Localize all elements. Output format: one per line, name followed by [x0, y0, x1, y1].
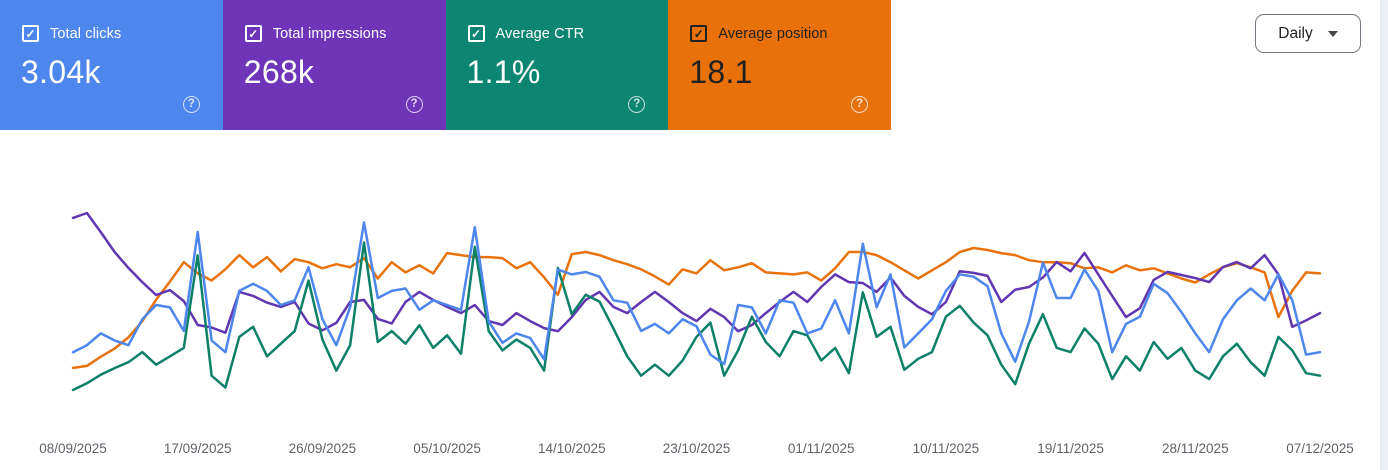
card-label: Total clicks	[50, 25, 122, 42]
series-line-0	[71, 221, 1322, 366]
card-value-average-ctr: 1.1%	[466, 54, 541, 90]
metric-cards: ✓ Total clicks 3.04k ? ✓ Total impressio…	[0, 0, 891, 130]
card-value-average-position: 18.1	[689, 54, 753, 90]
series-line-2	[71, 241, 1322, 392]
scrollbar-track[interactable]	[1380, 0, 1388, 470]
card-average-ctr[interactable]: ✓ Average CTR 1.1% ?	[445, 0, 669, 130]
series-line-1	[71, 211, 1322, 334]
checkbox-average-ctr[interactable]: ✓	[467, 25, 485, 42]
checkbox-total-impressions[interactable]: ✓	[244, 25, 262, 42]
card-label: Total impressions	[272, 25, 387, 42]
card-average-position[interactable]: ✓ Average position 18.1 ?	[668, 0, 891, 130]
series-line-3	[71, 246, 1322, 370]
help-icon[interactable]: ?	[851, 96, 868, 113]
checkbox-total-clicks[interactable]: ✓	[22, 25, 39, 42]
help-icon[interactable]: ?	[182, 96, 200, 113]
card-value-total-impressions: 268k	[243, 54, 315, 90]
date-granularity-dropdown[interactable]: Daily	[1255, 14, 1361, 53]
granularity-selected-label: Daily	[1278, 24, 1313, 42]
checkbox-average-position[interactable]: ✓	[690, 25, 708, 42]
chevron-down-icon	[1327, 30, 1338, 37]
card-label: Average CTR	[495, 25, 585, 42]
card-value-total-clicks: 3.04k	[21, 54, 101, 90]
card-total-impressions[interactable]: ✓ Total impressions 268k ?	[222, 0, 446, 130]
help-icon[interactable]: ?	[628, 96, 646, 113]
card-label: Average position	[718, 25, 828, 42]
card-total-clicks[interactable]: ✓ Total clicks 3.04k ?	[0, 0, 223, 130]
help-icon[interactable]: ?	[405, 96, 423, 113]
